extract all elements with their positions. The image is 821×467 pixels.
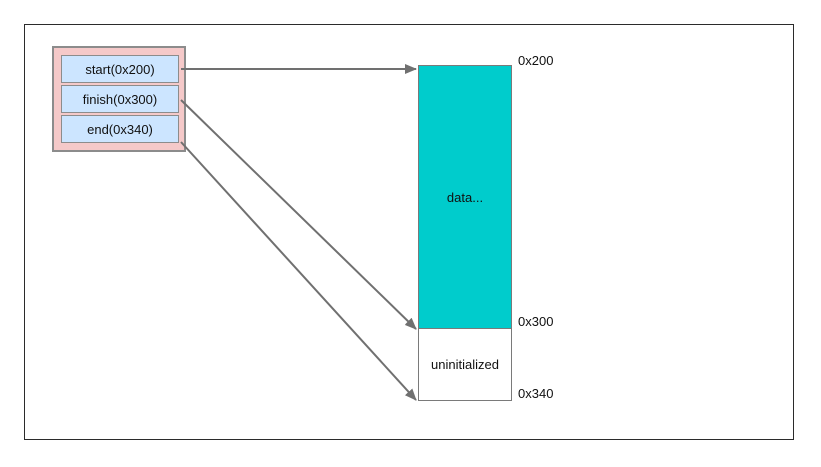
address-label-finish: 0x300	[518, 314, 554, 329]
address-label-end: 0x340	[518, 386, 554, 401]
memory-uninitialized-block: uninitialized	[418, 328, 512, 401]
data-label: data...	[446, 189, 484, 205]
field-start: start(0x200)	[61, 55, 179, 83]
vector-struct-box: start(0x200) finish(0x300) end(0x340)	[52, 46, 186, 152]
field-finish: finish(0x300)	[61, 85, 179, 113]
address-label-start: 0x200	[518, 53, 554, 68]
memory-data-block: data...	[418, 65, 512, 329]
arrow-finish-pointer	[180, 99, 417, 330]
field-end: end(0x340)	[61, 115, 179, 143]
arrow-end-pointer	[180, 141, 417, 401]
diagram-frame	[24, 24, 794, 440]
uninitialized-label: uninitialized	[431, 357, 499, 372]
